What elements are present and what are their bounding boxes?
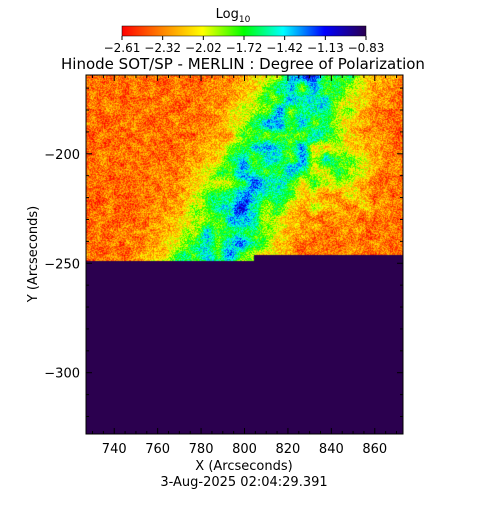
x-tick-label: 760 bbox=[145, 442, 170, 457]
chart-title: Hinode SOT/SP - MERLIN : Degree of Polar… bbox=[61, 55, 425, 73]
x-tick-label: 840 bbox=[319, 442, 344, 457]
y-tick-label: −250 bbox=[44, 257, 80, 272]
colorbar-tick-label: −1.72 bbox=[226, 41, 263, 55]
colorbar-tick-label: −2.02 bbox=[185, 41, 222, 55]
x-tick-label: 820 bbox=[276, 442, 301, 457]
x-tick-label: 860 bbox=[362, 442, 387, 457]
colorbar bbox=[121, 25, 367, 37]
y-axis: −200 −250 −300 bbox=[44, 87, 403, 417]
colorbar-tick-label: −2.61 bbox=[104, 41, 141, 55]
x-axis-label: X (Arcseconds) bbox=[195, 459, 292, 474]
colorbar-label: Log10 bbox=[216, 7, 251, 25]
colorbar-tick-label: −0.83 bbox=[348, 41, 385, 55]
colorbar-tick-label: −2.32 bbox=[144, 41, 181, 55]
x-tick-label: 740 bbox=[102, 442, 127, 457]
y-tick-label: −200 bbox=[44, 148, 80, 163]
x-tick-label: 780 bbox=[189, 442, 214, 457]
colorbar-tick-label: −1.13 bbox=[307, 41, 344, 55]
y-axis-label: Y (Arcseconds) bbox=[26, 206, 41, 303]
colorbar-tick-label: −1.42 bbox=[266, 41, 303, 55]
y-tick-label: −300 bbox=[44, 367, 80, 382]
timestamp: 3-Aug-2025 02:04:29.391 bbox=[160, 475, 327, 490]
x-axis: 740 760 780 800 820 840 860 bbox=[92, 75, 397, 457]
x-tick-label: 800 bbox=[232, 442, 257, 457]
plot-area bbox=[85, 74, 404, 435]
colorbar-ticks: −2.61 −2.32 −2.02 −1.72 −1.42 −1.13 −0.83 bbox=[104, 36, 385, 55]
